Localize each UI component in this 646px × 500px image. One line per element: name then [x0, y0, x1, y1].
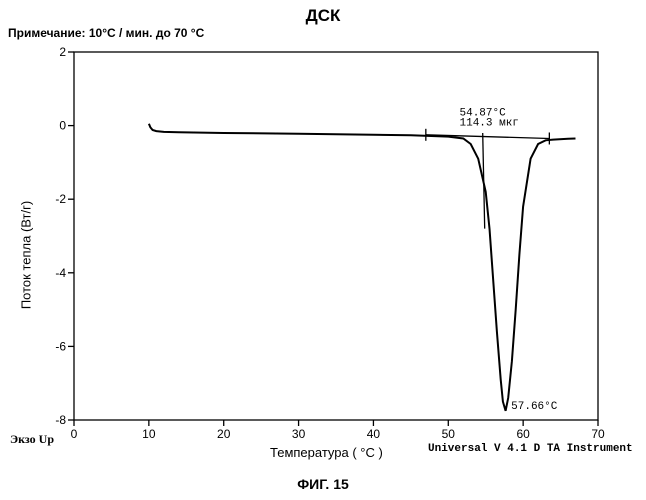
y-tick-label: -2: [55, 192, 66, 206]
x-tick-label: 40: [367, 427, 381, 441]
x-tick-label: 20: [217, 427, 231, 441]
x-tick-label: 0: [71, 427, 78, 441]
x-tick-label: 30: [292, 427, 306, 441]
x-tick-label: 10: [142, 427, 156, 441]
exo-direction-label: Экзо Up: [10, 432, 54, 447]
plot-frame: [74, 52, 598, 420]
figure-caption: ФИГ. 15: [0, 476, 646, 492]
x-tick-label: 70: [591, 427, 605, 441]
y-axis-label: Поток тепла (Вт/г): [19, 201, 34, 309]
peak-temperature-label: 57.66°C: [511, 401, 558, 413]
y-tick-label: -8: [55, 413, 66, 427]
y-tick-label: -6: [55, 339, 66, 353]
enthalpy-label: 114.3 мкг: [460, 118, 519, 130]
dsc-curve: [149, 124, 576, 411]
y-tick-label: 2: [59, 45, 66, 59]
instrument-label: Universal V 4.1 D TA Instrument: [428, 443, 633, 455]
x-axis-label: Температура ( °C ): [270, 445, 383, 460]
y-tick-label: -4: [55, 266, 66, 280]
x-tick-label: 50: [442, 427, 456, 441]
y-tick-label: 0: [59, 119, 66, 133]
x-tick-label: 60: [516, 427, 530, 441]
